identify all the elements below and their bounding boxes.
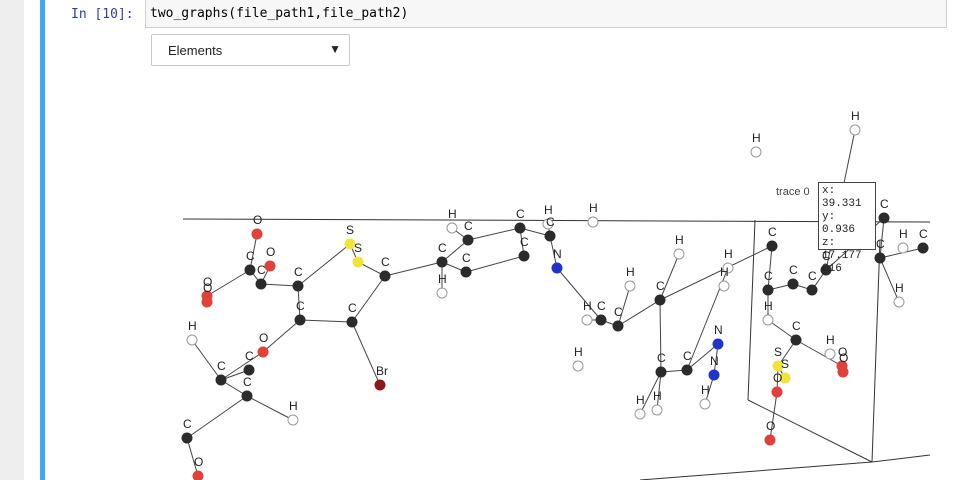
dropdown-selected-value: Elements [168,43,223,58]
caret-down-icon: ▼ [329,42,341,56]
code-cell[interactable]: In [10]: two_graphs(file_path1,file_path… [40,0,972,480]
elements-dropdown[interactable]: Elements ▼ [151,34,350,66]
code-input-area[interactable]: two_graphs(file_path1,file_path2) [145,0,947,28]
cell-prompt: In [10]: [71,7,134,22]
notebook-panel: In [10]: two_graphs(file_path1,file_path… [24,0,972,480]
code-text[interactable]: two_graphs(file_path1,file_path2) [150,6,409,21]
